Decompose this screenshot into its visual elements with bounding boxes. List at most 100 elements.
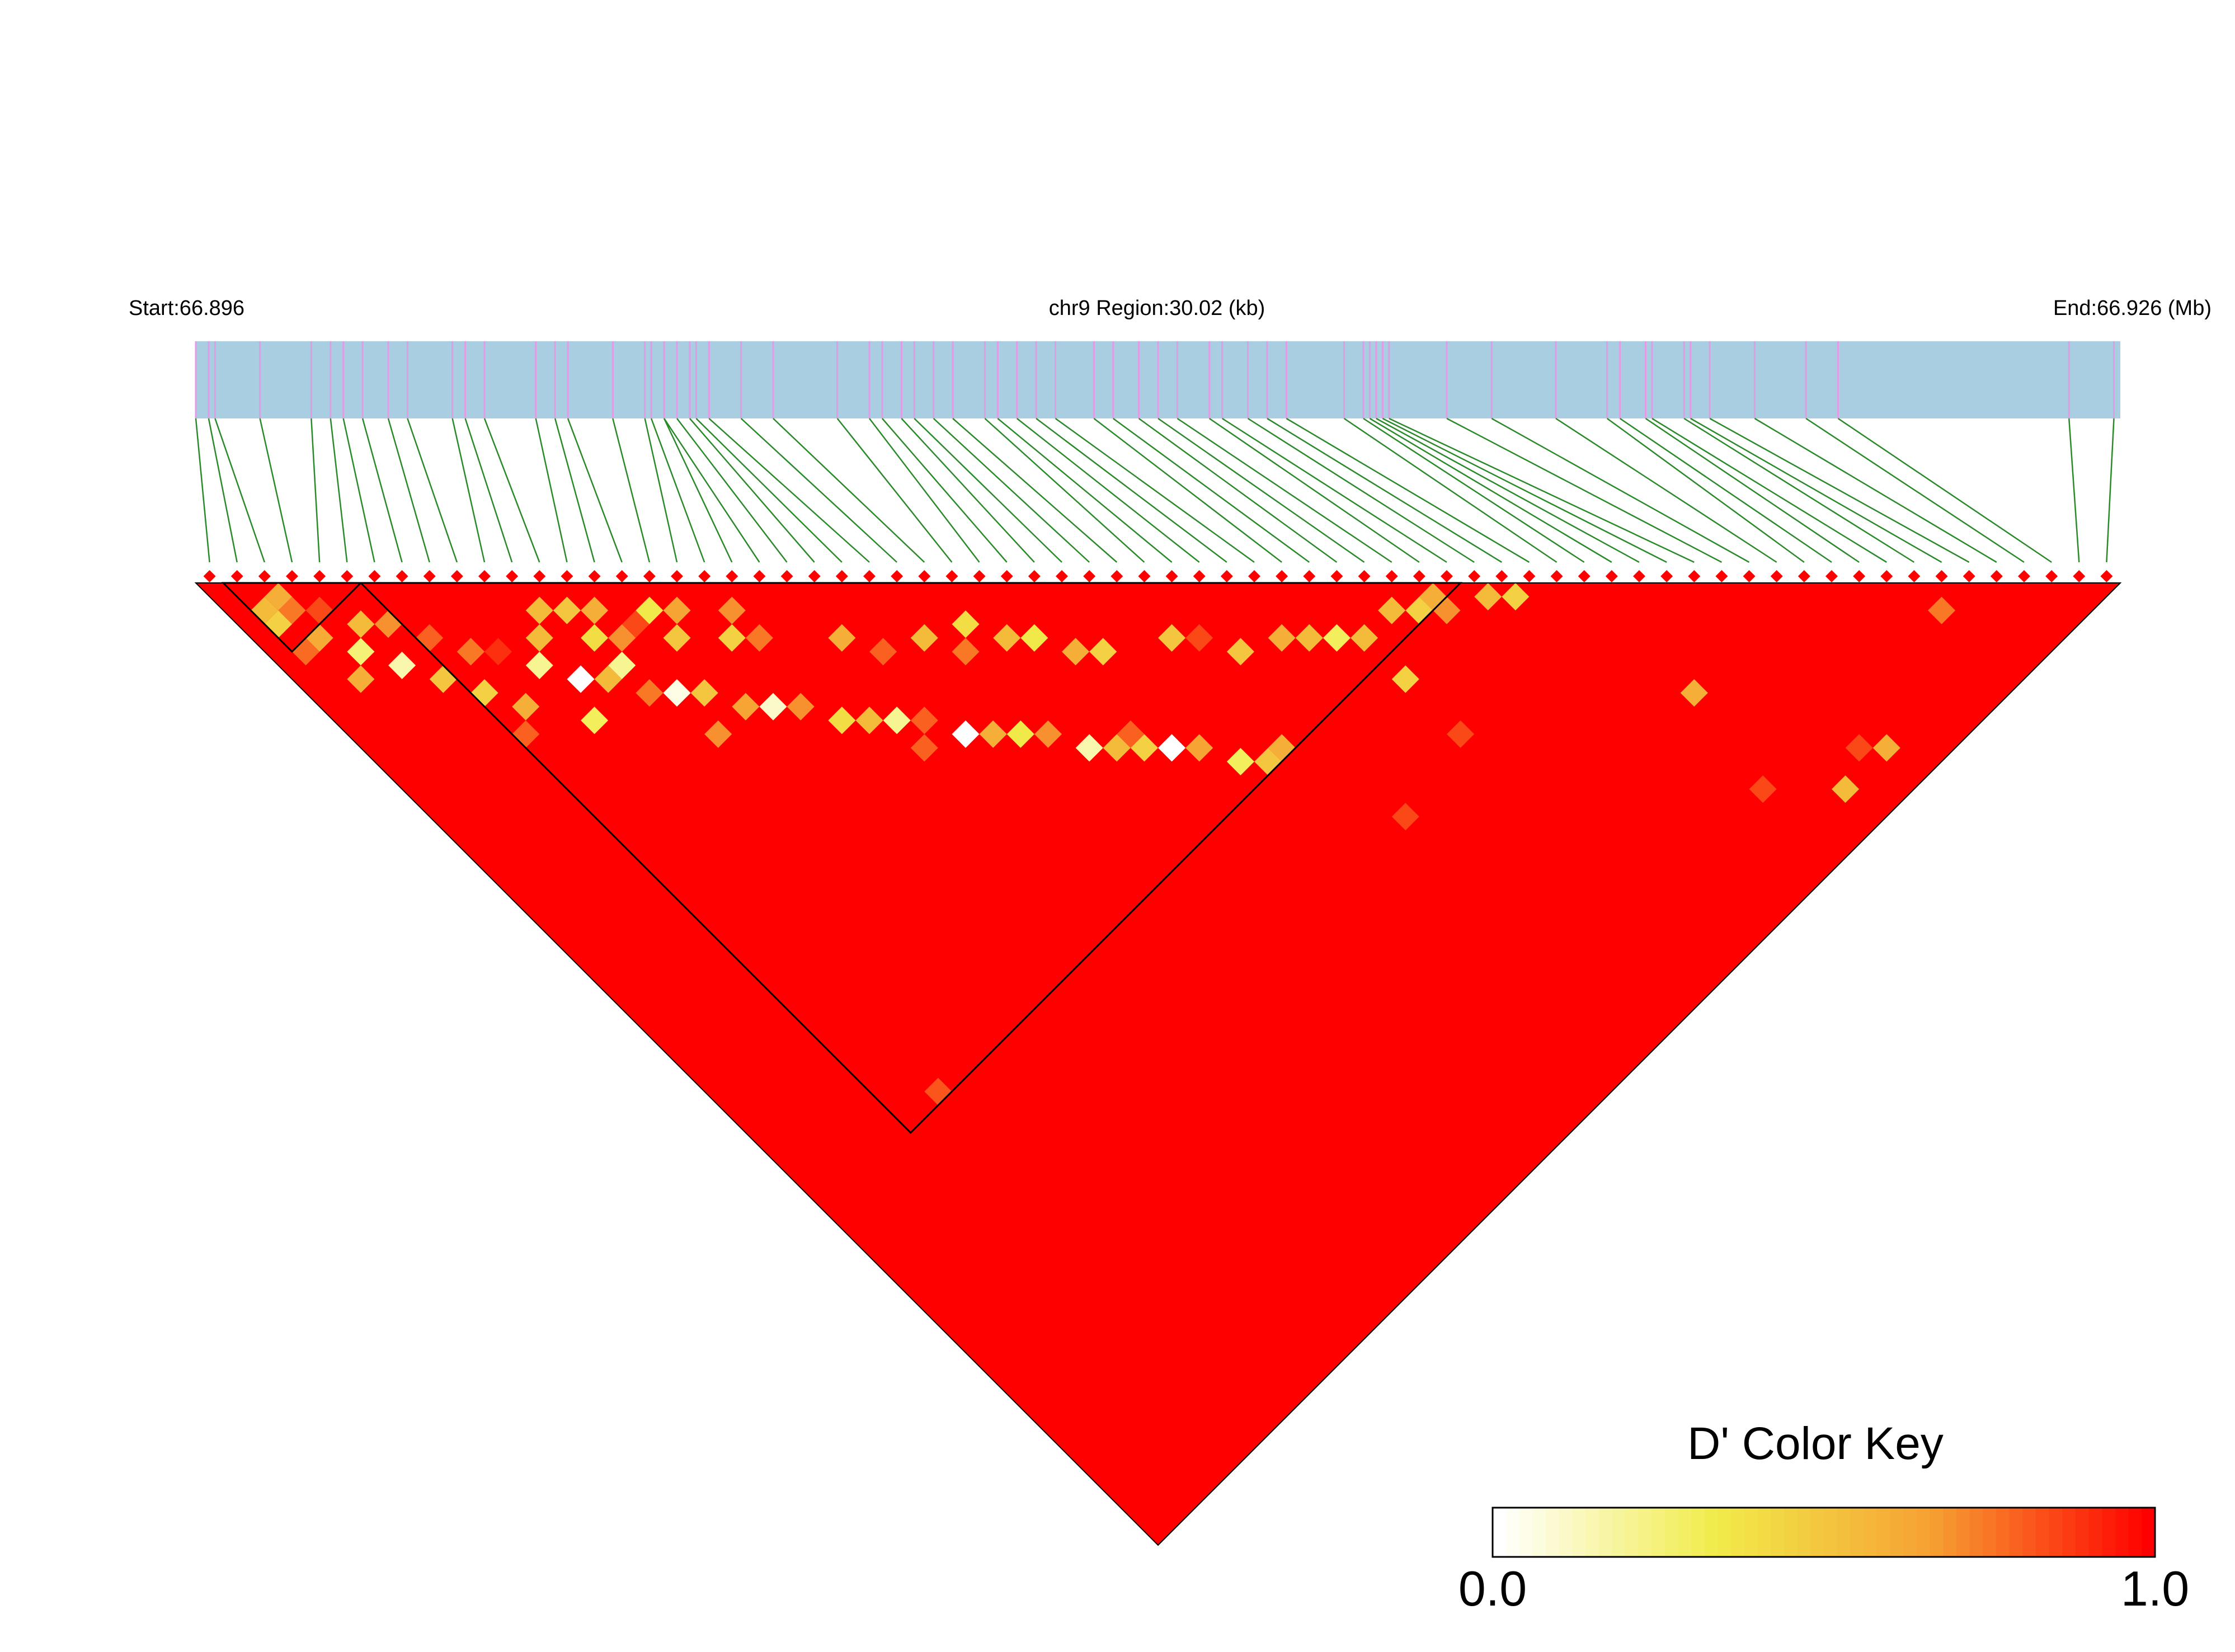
ld-cell xyxy=(457,638,484,666)
color-key-segment xyxy=(1797,1508,1811,1557)
ld-cell xyxy=(264,583,292,611)
snp-connector-line xyxy=(214,418,266,563)
snp-connector-line xyxy=(869,418,980,563)
snp-marker xyxy=(1495,570,1508,582)
ld-cell xyxy=(910,707,938,735)
ld-cell xyxy=(1117,720,1145,748)
ld-cell xyxy=(1391,803,1419,831)
ld-cell xyxy=(1295,624,1323,652)
snp-marker xyxy=(1028,570,1041,582)
ld-cell xyxy=(1680,679,1708,707)
snp-marker xyxy=(671,570,683,582)
color-key-segment xyxy=(1903,1508,1917,1557)
color-key-segment xyxy=(1612,1508,1626,1557)
snp-connector-line xyxy=(1286,417,1530,563)
region-bar-group xyxy=(195,341,2120,418)
snp-marker xyxy=(1083,570,1096,582)
snp-connector-line xyxy=(644,418,678,563)
snp-connector-line xyxy=(676,418,788,563)
snp-connector-line xyxy=(952,418,1118,563)
snp-marker xyxy=(1276,570,1288,582)
ld-cell xyxy=(718,624,746,652)
snp-marker xyxy=(1715,570,1728,582)
ld-cell xyxy=(525,651,553,679)
snp-connector-line xyxy=(1112,417,1310,563)
ld-cell xyxy=(636,596,664,624)
color-key-segment xyxy=(1996,1508,2010,1557)
ld-cell xyxy=(1254,747,1282,775)
snp-marker xyxy=(2073,570,2086,582)
ld-cell xyxy=(993,624,1021,652)
snp-marker xyxy=(450,570,463,582)
ld-cell xyxy=(1020,624,1048,652)
color-key-segment xyxy=(1850,1508,1864,1557)
ld-cell xyxy=(883,707,911,735)
ld-block-outlines xyxy=(194,582,2122,1546)
snp-marker xyxy=(478,570,491,582)
ld-cell xyxy=(663,624,691,652)
color-key-segment xyxy=(1598,1508,1612,1557)
snp-marker xyxy=(643,570,656,582)
color-key-segment xyxy=(2088,1508,2102,1557)
ld-cell xyxy=(347,665,375,693)
snp-marker xyxy=(1248,570,1260,582)
ld-cell xyxy=(1034,720,1062,748)
ld-cell xyxy=(1502,583,1530,611)
ld-cell xyxy=(581,596,609,624)
color-key-segment xyxy=(2009,1508,2023,1557)
color-key-segment xyxy=(1824,1508,1838,1557)
color-key-segment xyxy=(1876,1508,1890,1557)
ld-cell xyxy=(581,624,609,652)
snp-connector-line xyxy=(554,418,595,563)
snp-connector-line xyxy=(361,418,403,563)
color-key-segment xyxy=(1956,1508,1970,1557)
snp-marker xyxy=(1963,570,1975,582)
snp-marker xyxy=(1633,570,1645,582)
color-key-segment xyxy=(1983,1508,1997,1557)
ld-cells xyxy=(196,583,2120,1545)
ld-cell xyxy=(553,596,581,624)
snp-connector-line xyxy=(1837,417,2052,563)
ld-cell xyxy=(1075,734,1103,762)
ld-cell xyxy=(525,596,553,624)
ld-cell xyxy=(704,720,732,748)
snp-connector-line xyxy=(773,418,925,563)
ld-cell xyxy=(869,638,897,666)
snp-connector-line xyxy=(708,418,870,563)
ld-cell xyxy=(952,720,980,748)
ld-cell xyxy=(1158,624,1186,652)
snp-connector-line xyxy=(901,418,1035,563)
snp-connector-line xyxy=(451,418,486,563)
snp-connector-line xyxy=(1376,417,1640,563)
ld-cell xyxy=(1378,596,1406,624)
snp-connector-line xyxy=(330,418,348,563)
color-key-segment xyxy=(1744,1508,1758,1557)
snp-connector-line xyxy=(1683,417,1915,563)
ld-cell xyxy=(581,707,609,735)
ld-cell xyxy=(1226,747,1254,775)
ld-cell xyxy=(828,707,856,735)
color-key-segment xyxy=(1691,1508,1705,1557)
ld-cell xyxy=(663,596,691,624)
ld-cell xyxy=(1323,624,1351,652)
end-label: End:66.926 (Mb) xyxy=(2053,296,2212,320)
color-key-segment xyxy=(1625,1508,1639,1557)
snp-marker xyxy=(1743,570,1756,582)
snp-marker xyxy=(286,570,298,582)
snp-connector-line xyxy=(1093,418,1282,563)
color-key-segment xyxy=(1943,1508,1957,1557)
snp-marker xyxy=(588,570,601,582)
snp-connector-line xyxy=(1036,418,1227,563)
color-key-segment xyxy=(1718,1508,1731,1557)
ld-cell xyxy=(622,610,650,638)
snp-marker xyxy=(1605,570,1618,582)
snp-marker xyxy=(753,570,766,582)
snp-marker xyxy=(1385,570,1398,582)
ld-cell xyxy=(745,624,773,652)
ld-cell xyxy=(594,665,622,693)
color-key-segment xyxy=(1505,1508,1519,1557)
snp-connector-line xyxy=(740,418,897,563)
color-key-segment xyxy=(1890,1508,1904,1557)
ld-cell xyxy=(718,596,746,624)
snp-connector-line xyxy=(1138,417,1338,563)
